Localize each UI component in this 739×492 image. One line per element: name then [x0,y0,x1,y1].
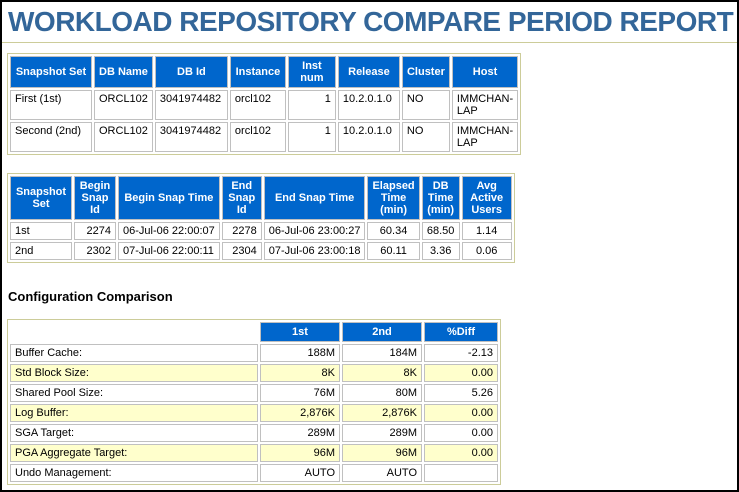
cell-begin-snap-time: 07-Jul-06 22:00:11 [118,242,220,260]
cell-config-label: Log Buffer: [10,404,258,422]
snapshot-times-table: Snapshot Set Begin Snap Id Begin Snap Ti… [7,173,515,263]
cell-config-diff: -2.13 [424,344,498,362]
column-header-pct-diff: %Diff [424,322,498,342]
cell-avg-active-users: 1.14 [461,222,512,240]
cell-snapshot-set: 1st [10,222,72,240]
cell-config-1st: 96M [260,444,340,462]
column-header-elapsed-time: Elapsed Time (min) [367,176,420,220]
column-header-blank [10,322,258,342]
config-row-undo-management: Undo Management: AUTO AUTO [10,464,498,482]
column-header-db-id: DB Id [154,56,228,88]
cell-config-label: Undo Management: [10,464,258,482]
cell-config-diff: 0.00 [424,424,498,442]
cell-snapshot-set: First (1st) [10,90,92,120]
column-header-begin-snap-id: Begin Snap Id [74,176,116,220]
cell-end-snap-id: 2304 [221,242,262,260]
cell-config-1st: 76M [260,384,340,402]
cell-db-name: ORCL102 [94,90,153,120]
page-title: WORKLOAD REPOSITORY COMPARE PERIOD REPOR… [2,2,737,43]
cell-config-diff: 0.00 [424,404,498,422]
cell-config-2nd: 2,876K [342,404,422,422]
cell-config-1st: 2,876K [260,404,340,422]
cell-inst-num: 1 [287,122,336,152]
cell-begin-snap-time: 06-Jul-06 22:00:07 [118,222,220,240]
cell-config-diff [424,464,498,482]
cell-config-diff: 0.00 [424,444,498,462]
cell-elapsed-time: 60.34 [367,222,420,240]
config-row-shared-pool-size: Shared Pool Size: 76M 80M 5.26 [10,384,498,402]
cell-config-2nd: AUTO [342,464,422,482]
snapshot-times-header-row: Snapshot Set Begin Snap Id Begin Snap Ti… [10,176,512,220]
column-header-end-snap-id: End Snap Id [221,176,262,220]
column-header-instance: Instance [229,56,286,88]
column-header-avg-active-users: Avg Active Users [461,176,512,220]
cell-avg-active-users: 0.06 [461,242,512,260]
column-header-db-time: DB Time (min) [421,176,460,220]
cell-db-id: 3041974482 [154,122,228,152]
cell-snapshot-set: 2nd [10,242,72,260]
cell-end-snap-id: 2278 [221,222,262,240]
cell-config-1st: 188M [260,344,340,362]
column-header-snapshot-set: Snapshot Set [10,56,92,88]
snapshot-times-row-1st: 1st 2274 06-Jul-06 22:00:07 2278 06-Jul-… [10,222,512,240]
cell-begin-snap-id: 2302 [74,242,116,260]
cell-instance: orcl102 [229,122,286,152]
cell-config-diff: 5.26 [424,384,498,402]
cell-end-snap-time: 07-Jul-06 23:00:18 [263,242,366,260]
snapshot-info-row-second: Second (2nd) ORCL102 3041974482 orcl102 … [10,122,519,152]
column-header-release: Release [337,56,400,88]
snapshot-times-row-2nd: 2nd 2302 07-Jul-06 22:00:11 2304 07-Jul-… [10,242,512,260]
cell-config-label: Shared Pool Size: [10,384,258,402]
config-header-row: 1st 2nd %Diff [10,322,498,342]
cell-elapsed-time: 60.11 [367,242,420,260]
cell-db-time: 3.36 [421,242,460,260]
cell-config-label: PGA Aggregate Target: [10,444,258,462]
cell-config-2nd: 96M [342,444,422,462]
config-row-log-buffer: Log Buffer: 2,876K 2,876K 0.00 [10,404,498,422]
cell-config-1st: AUTO [260,464,340,482]
column-header-begin-snap-time: Begin Snap Time [118,176,220,220]
cell-config-label: Buffer Cache: [10,344,258,362]
cell-inst-num: 1 [287,90,336,120]
config-row-pga-aggregate-target: PGA Aggregate Target: 96M 96M 0.00 [10,444,498,462]
cell-end-snap-time: 06-Jul-06 23:00:27 [263,222,366,240]
cell-db-name: ORCL102 [94,122,153,152]
cell-cluster: NO [401,90,450,120]
cell-instance: orcl102 [229,90,286,120]
cell-config-2nd: 8K [342,364,422,382]
snapshot-info-row-first: First (1st) ORCL102 3041974482 orcl102 1… [10,90,519,120]
cell-config-2nd: 289M [342,424,422,442]
column-header-host: Host [451,56,519,88]
config-comparison-heading: Configuration Comparison [8,289,173,304]
snapshot-info-header-row: Snapshot Set DB Name DB Id Instance Inst… [10,56,519,88]
column-header-1st: 1st [260,322,340,342]
cell-begin-snap-id: 2274 [74,222,116,240]
cell-config-label: SGA Target: [10,424,258,442]
config-comparison-table: 1st 2nd %Diff Buffer Cache: 188M 184M -2… [7,319,501,485]
cell-config-2nd: 80M [342,384,422,402]
cell-config-label: Std Block Size: [10,364,258,382]
cell-release: 10.2.0.1.0 [337,122,400,152]
cell-config-1st: 8K [260,364,340,382]
config-row-sga-target: SGA Target: 289M 289M 0.00 [10,424,498,442]
snapshot-info-table: Snapshot Set DB Name DB Id Instance Inst… [7,53,522,155]
cell-db-time: 68.50 [421,222,460,240]
column-header-2nd: 2nd [342,322,422,342]
config-row-std-block-size: Std Block Size: 8K 8K 0.00 [10,364,498,382]
column-header-db-name: DB Name [94,56,153,88]
cell-release: 10.2.0.1.0 [337,90,400,120]
column-header-inst-num: Inst num [287,56,336,88]
cell-config-1st: 289M [260,424,340,442]
cell-snapshot-set: Second (2nd) [10,122,92,152]
cell-db-id: 3041974482 [154,90,228,120]
cell-host: IMMCHAN-LAP [451,122,519,152]
cell-cluster: NO [401,122,450,152]
cell-config-diff: 0.00 [424,364,498,382]
cell-host: IMMCHAN-LAP [451,90,519,120]
cell-config-2nd: 184M [342,344,422,362]
column-header-snapshot-set: Snapshot Set [10,176,72,220]
column-header-cluster: Cluster [401,56,450,88]
config-row-buffer-cache: Buffer Cache: 188M 184M -2.13 [10,344,498,362]
column-header-end-snap-time: End Snap Time [263,176,366,220]
